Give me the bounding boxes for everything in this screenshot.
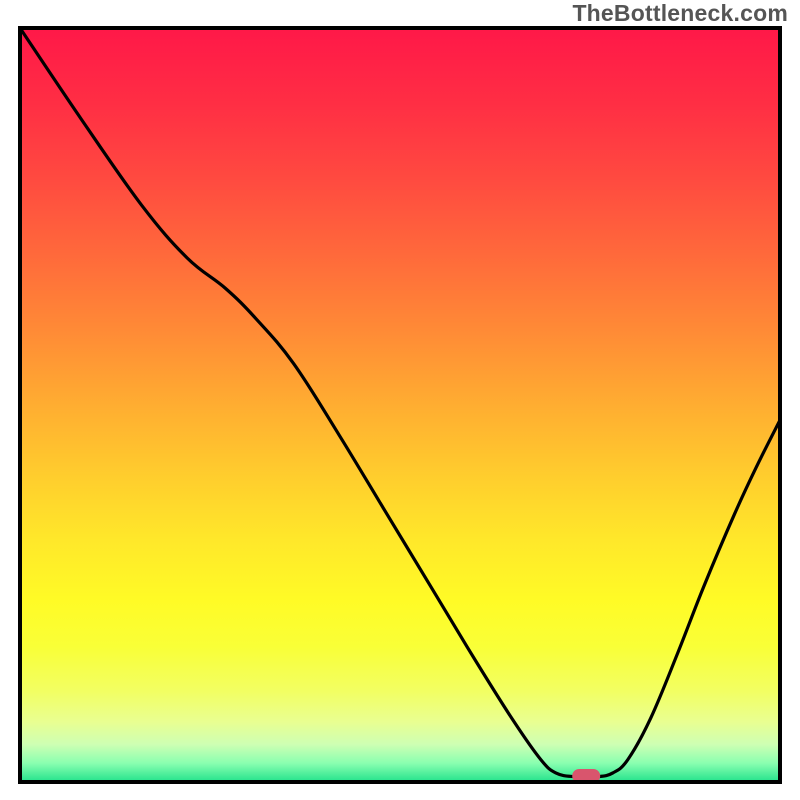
- bottleneck-chart: [0, 0, 800, 800]
- plot-background: [20, 28, 780, 782]
- watermark-text: TheBottleneck.com: [572, 0, 788, 27]
